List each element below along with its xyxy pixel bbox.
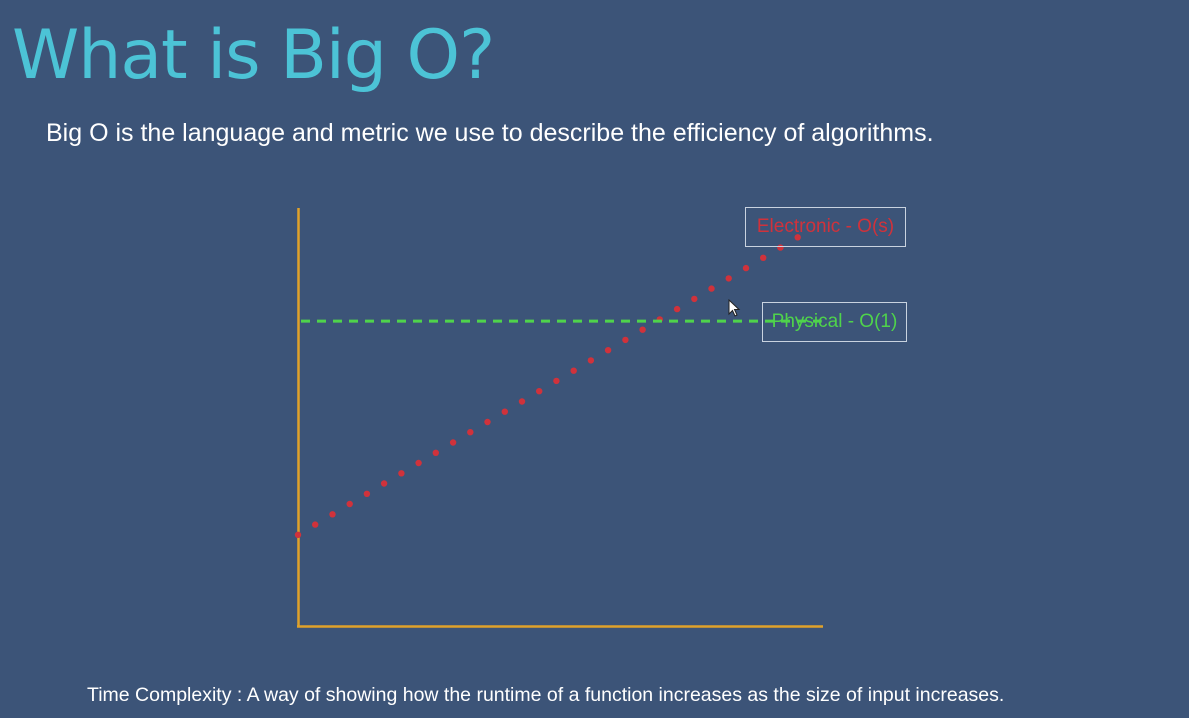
series-0-point — [622, 336, 629, 344]
slide-title: What is Big O? — [12, 16, 495, 95]
series-0-point — [294, 531, 302, 538]
series-0-point — [604, 347, 612, 354]
series-0-point — [398, 470, 405, 477]
series-0-point — [415, 459, 422, 467]
series-0-point — [691, 295, 698, 303]
series-0-point — [312, 521, 319, 528]
series-0-point — [794, 234, 801, 241]
legend-physical: Physical - O(1) — [762, 302, 907, 342]
series-0-point — [673, 305, 681, 313]
series-0-point — [518, 398, 526, 405]
legend-electronic-text: Electronic - O(s) — [756, 216, 895, 237]
legend-physical-text: Physical - O(1) — [771, 311, 898, 332]
series-0-point — [380, 480, 388, 487]
legend-electronic: Electronic - O(s) — [745, 207, 906, 247]
series-0-point — [329, 511, 336, 518]
slide-subtitle: Big O is the language and metric we use … — [46, 119, 934, 147]
series-0-point — [501, 408, 508, 415]
series-0-point — [467, 429, 474, 436]
series-0-point — [449, 439, 457, 446]
mouse-cursor-icon — [728, 299, 741, 317]
series-0-point — [484, 418, 491, 426]
series-0-point — [432, 449, 439, 456]
series-0-point — [760, 254, 767, 261]
series-0-point — [708, 285, 715, 292]
series-0-point — [553, 377, 560, 385]
series-0-point — [725, 275, 732, 282]
series-0-point — [536, 388, 543, 395]
series-0-point — [742, 264, 750, 272]
series-0-point — [346, 500, 353, 508]
series-0-point — [587, 357, 595, 364]
series-0-point — [363, 490, 371, 497]
series-0-point — [639, 326, 646, 333]
series-0-point — [570, 367, 577, 374]
slide-footer: Time Complexity : A way of showing how t… — [87, 684, 1005, 706]
